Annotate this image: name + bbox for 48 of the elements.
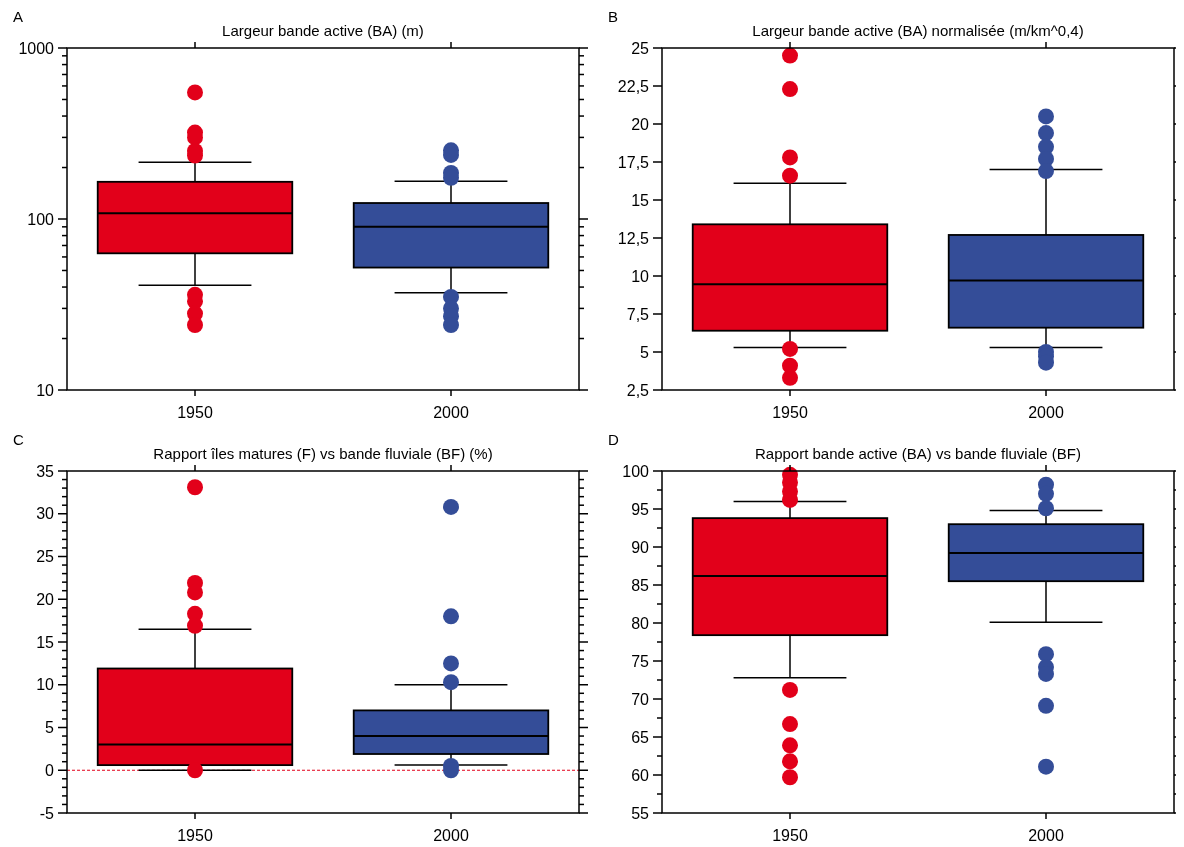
y-tick-label: 10 (631, 267, 650, 285)
y-tick-label: 12,5 (617, 229, 650, 247)
y-tick-label: 15 (36, 633, 55, 651)
text: C (13, 431, 24, 448)
y-tick-label: 60 (631, 766, 650, 784)
y-tick-label: 100 (27, 210, 55, 228)
y-tick-label: 17,5 (617, 153, 650, 171)
x-tick-label: 1950 (177, 404, 213, 421)
y-tick-label: 100 (622, 462, 650, 480)
x-tick-label: 2000 (433, 404, 469, 421)
x-tick-label: 2000 (433, 827, 469, 844)
y-tick-label: 95 (631, 500, 650, 518)
y-tick-label: 15 (631, 191, 650, 209)
y-tick-label: 2,5 (626, 381, 650, 399)
y-tick-label: 20 (631, 115, 650, 133)
y-tick-label: -5 (39, 804, 55, 822)
x-tick-label: 2000 (1028, 827, 1064, 844)
y-tick-label: 25 (631, 39, 650, 57)
x-tick-label: 1950 (772, 827, 808, 844)
y-tick-label: 35 (36, 462, 55, 480)
y-tick-label: 1000 (18, 39, 55, 57)
y-tick-label: 5 (640, 343, 650, 361)
y-tick-label: 0 (45, 761, 55, 779)
chart-title: Rapport îles matures (F) vs bande fluviale (BF) (%) (153, 445, 493, 462)
x-tick-label: 1950 (177, 827, 213, 844)
chart-title: Rapport bande active (BA) vs bande fluviale (BF) (755, 445, 1081, 462)
chart-title: Largeur bande active (BA) (m) (222, 22, 424, 39)
text: D (608, 431, 619, 448)
y-tick-label: 10 (36, 676, 55, 694)
y-tick-label: 85 (631, 576, 650, 594)
y-tick-label: 55 (631, 804, 650, 822)
y-tick-label: 30 (36, 505, 55, 523)
y-tick-label: 20 (36, 590, 55, 608)
y-tick-label: 90 (631, 538, 650, 556)
y-tick-label: 80 (631, 614, 650, 632)
y-tick-label: 75 (631, 652, 650, 670)
chart-title: Largeur bande active (BA) normalisée (m/km^0,4) (752, 22, 1084, 39)
x-tick-label: 2000 (1028, 404, 1064, 421)
y-tick-label: 7,5 (626, 305, 650, 323)
y-tick-label: 22,5 (617, 77, 650, 95)
y-tick-label: 10 (36, 381, 55, 399)
y-tick-label: 65 (631, 728, 650, 746)
text: A (13, 8, 24, 25)
x-tick-label: 1950 (772, 404, 808, 421)
y-tick-label: 5 (45, 719, 55, 737)
y-tick-label: 70 (631, 690, 650, 708)
y-tick-label: 25 (36, 548, 55, 566)
text: B (608, 8, 619, 25)
